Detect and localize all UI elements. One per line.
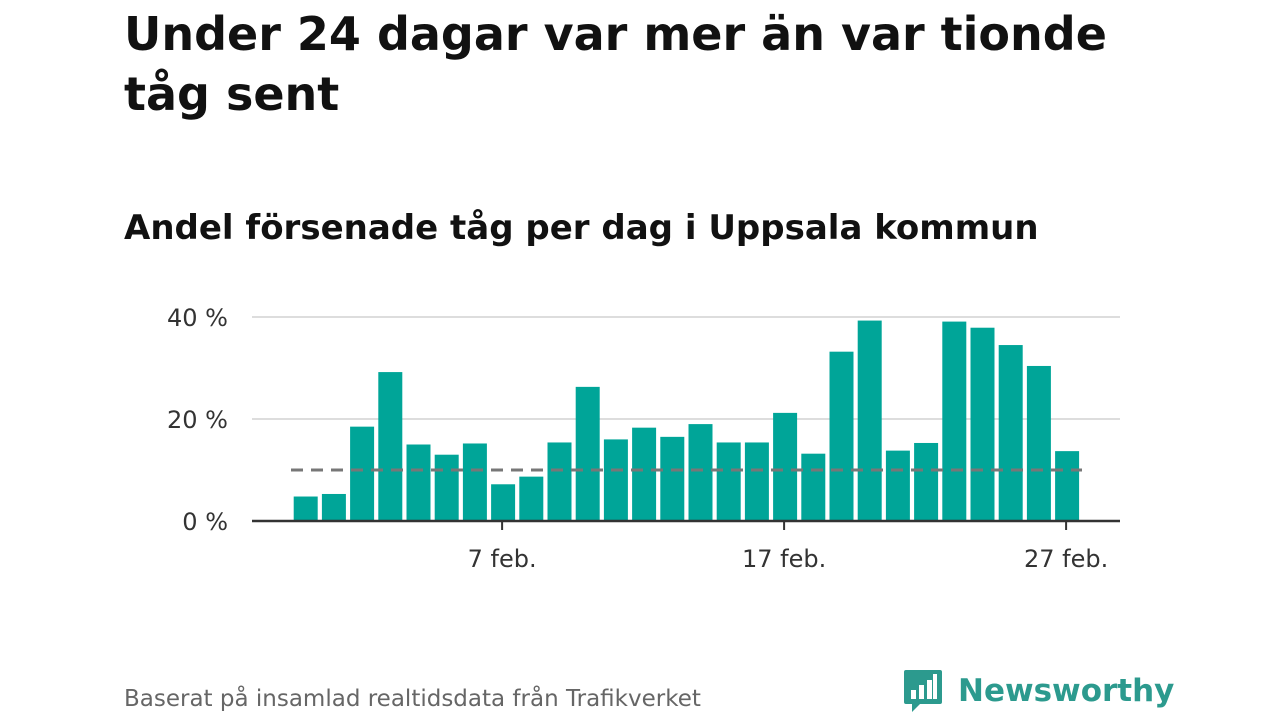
bar[interactable] (547, 442, 572, 521)
bar[interactable] (350, 426, 375, 521)
chart-title: Under 24 dagar var mer än var tionde tåg… (124, 7, 1107, 121)
bar[interactable] (1055, 451, 1080, 521)
bar[interactable] (773, 412, 798, 521)
bar[interactable] (519, 476, 544, 521)
bar[interactable] (378, 372, 403, 521)
bar[interactable] (744, 442, 769, 521)
bar[interactable] (970, 327, 995, 521)
source-note: Baserat på insamlad realtidsdata från Tr… (124, 686, 701, 712)
bar[interactable] (942, 321, 967, 521)
bar[interactable] (491, 484, 516, 521)
axes: 0 % 20 % 40 % 7 feb. 17 feb. 27 feb. (167, 304, 1120, 573)
bar[interactable] (829, 351, 854, 521)
bar[interactable] (1026, 365, 1051, 521)
bar[interactable] (293, 496, 318, 521)
bar[interactable] (434, 454, 459, 521)
brand-logo[interactable]: Newsworthy (902, 668, 1174, 714)
bars (293, 320, 1080, 522)
bar[interactable] (406, 444, 431, 522)
x-tick-label: 17 feb. (742, 545, 826, 573)
bar[interactable] (321, 493, 346, 521)
x-tick-label: 7 feb. (468, 545, 537, 573)
bar[interactable] (575, 386, 600, 521)
brand-name: Newsworthy (958, 673, 1175, 709)
bar[interactable] (462, 443, 487, 521)
bar[interactable] (688, 424, 713, 521)
chart-subtitle: Andel försenade tåg per dag i Uppsala ko… (124, 208, 1039, 248)
y-tick-label: 0 % (182, 508, 228, 536)
bar[interactable] (857, 320, 882, 521)
bar[interactable] (801, 453, 826, 521)
bar[interactable] (998, 345, 1023, 521)
y-tick-label: 20 % (167, 406, 228, 434)
bar[interactable] (716, 442, 741, 521)
bar[interactable] (603, 439, 628, 521)
bar-chart-speech-bubble-icon (904, 670, 942, 712)
bar[interactable] (660, 436, 685, 521)
y-tick-label: 40 % (167, 304, 228, 332)
x-tick-label: 27 feb. (1024, 545, 1108, 573)
bar[interactable] (885, 450, 910, 521)
bar[interactable] (632, 427, 657, 521)
bar[interactable] (914, 442, 939, 521)
